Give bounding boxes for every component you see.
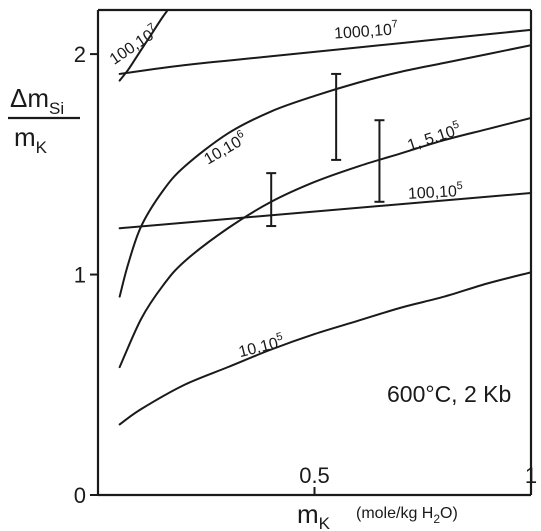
series-label-10-10: 10,105	[236, 331, 286, 362]
series-layer	[118, 10, 531, 426]
series-line-1000-10	[118, 28, 531, 75]
series-line-10-10	[118, 271, 531, 426]
x-label-unit: (mole/kg H2O)	[356, 505, 458, 526]
x-label-main: mK	[297, 499, 331, 531]
series-line-100-10	[118, 10, 169, 82]
series-label-1000-10: 1000,107	[333, 18, 398, 42]
series-label-100-10: 100,105	[407, 180, 463, 203]
y-tick-label: 1	[74, 263, 86, 288]
y-tick-label: 2	[74, 42, 86, 67]
series-line-100-10	[118, 191, 531, 230]
y-label-numerator: ΔmSi	[10, 83, 64, 118]
series-label-1-5-10: 1, 5.105	[405, 119, 464, 155]
x-axis-label: mK (mole/kg H2O)	[297, 499, 458, 531]
y-label-denominator: mK	[14, 122, 48, 157]
error-bar-layer	[266, 72, 385, 228]
y-tick-label: 0	[74, 483, 86, 508]
condition-annotation: 600°C, 2 Kb	[387, 381, 511, 407]
x-tick-label: 1	[525, 463, 537, 488]
y-axis-label: ΔmSi mK	[8, 83, 80, 157]
x-tick-label: 0.5	[299, 463, 330, 488]
series-line-10-10	[118, 44, 531, 298]
series-line-1-5-10	[118, 117, 531, 369]
tick-layer: 0 1 2 0.5 1	[74, 42, 537, 508]
